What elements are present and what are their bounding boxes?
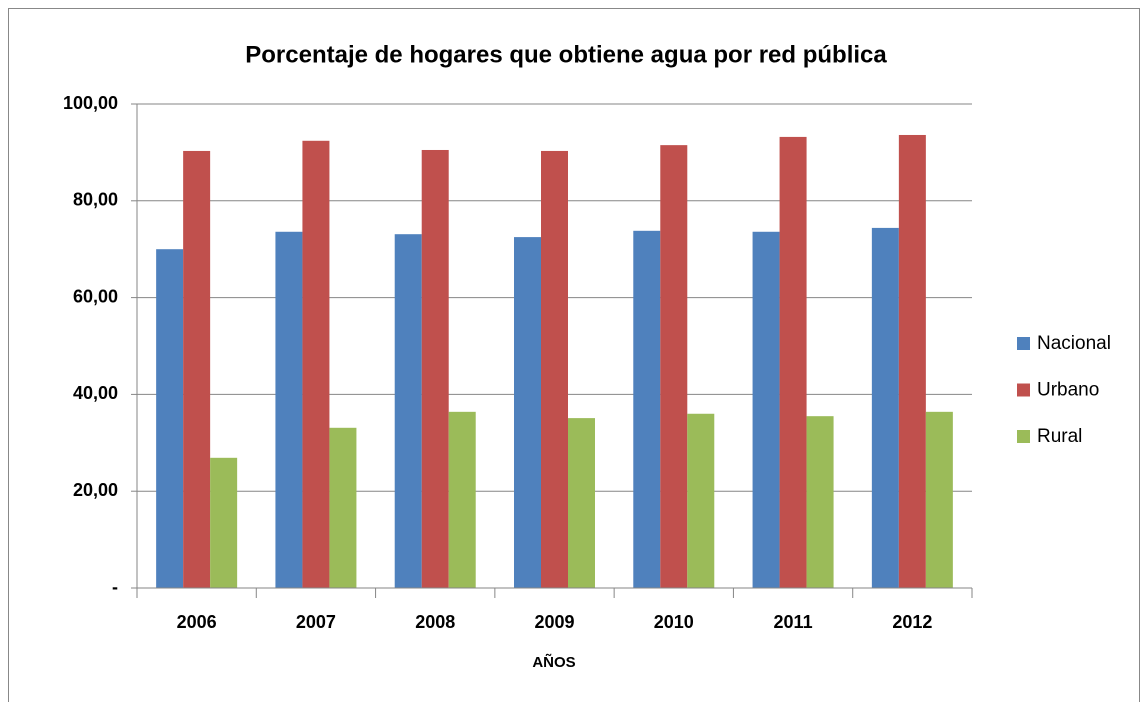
chart-title: Porcentaje de hogares que obtiene agua p… [245,41,887,68]
legend-label: Nacional [1037,333,1111,354]
bar [779,136,807,589]
bar [302,140,330,588]
y-tick-label: 60,00 [73,286,118,306]
legend-label: Rural [1037,426,1082,447]
y-tick-label: 40,00 [73,383,118,403]
bar [275,231,303,588]
bar [448,411,476,588]
legend-swatch [1017,337,1030,350]
bar [329,427,357,588]
y-tick-label: 20,00 [73,480,118,500]
bar [421,149,449,589]
x-tick-label: 2006 [177,612,217,632]
bar [925,411,953,588]
bar [871,227,899,589]
bar [210,457,238,588]
y-tick-label: 100,00 [63,93,118,113]
bar [394,234,422,589]
bar [633,230,661,589]
bar [898,134,926,588]
y-tick-label: 80,00 [73,190,118,210]
bar [687,413,715,588]
bar [183,150,211,588]
legend-swatch [1017,383,1030,397]
legend-swatch [1017,430,1030,443]
x-tick-label: 2010 [654,612,694,632]
bar [660,145,688,588]
x-tick-label: 2008 [415,612,455,632]
bar [568,418,595,588]
bar [752,231,780,588]
bar [541,150,568,588]
x-axis-title: AÑOS [532,653,575,671]
legend-label: Urbano [1037,380,1099,401]
y-tick-label: - [112,577,118,597]
bar [514,237,541,588]
x-tick-label: 2009 [534,612,574,632]
x-tick-label: 2007 [296,612,336,632]
x-tick-label: 2011 [774,612,813,632]
bar [806,416,834,588]
x-tick-label: 2012 [892,612,932,632]
bar [156,249,184,588]
